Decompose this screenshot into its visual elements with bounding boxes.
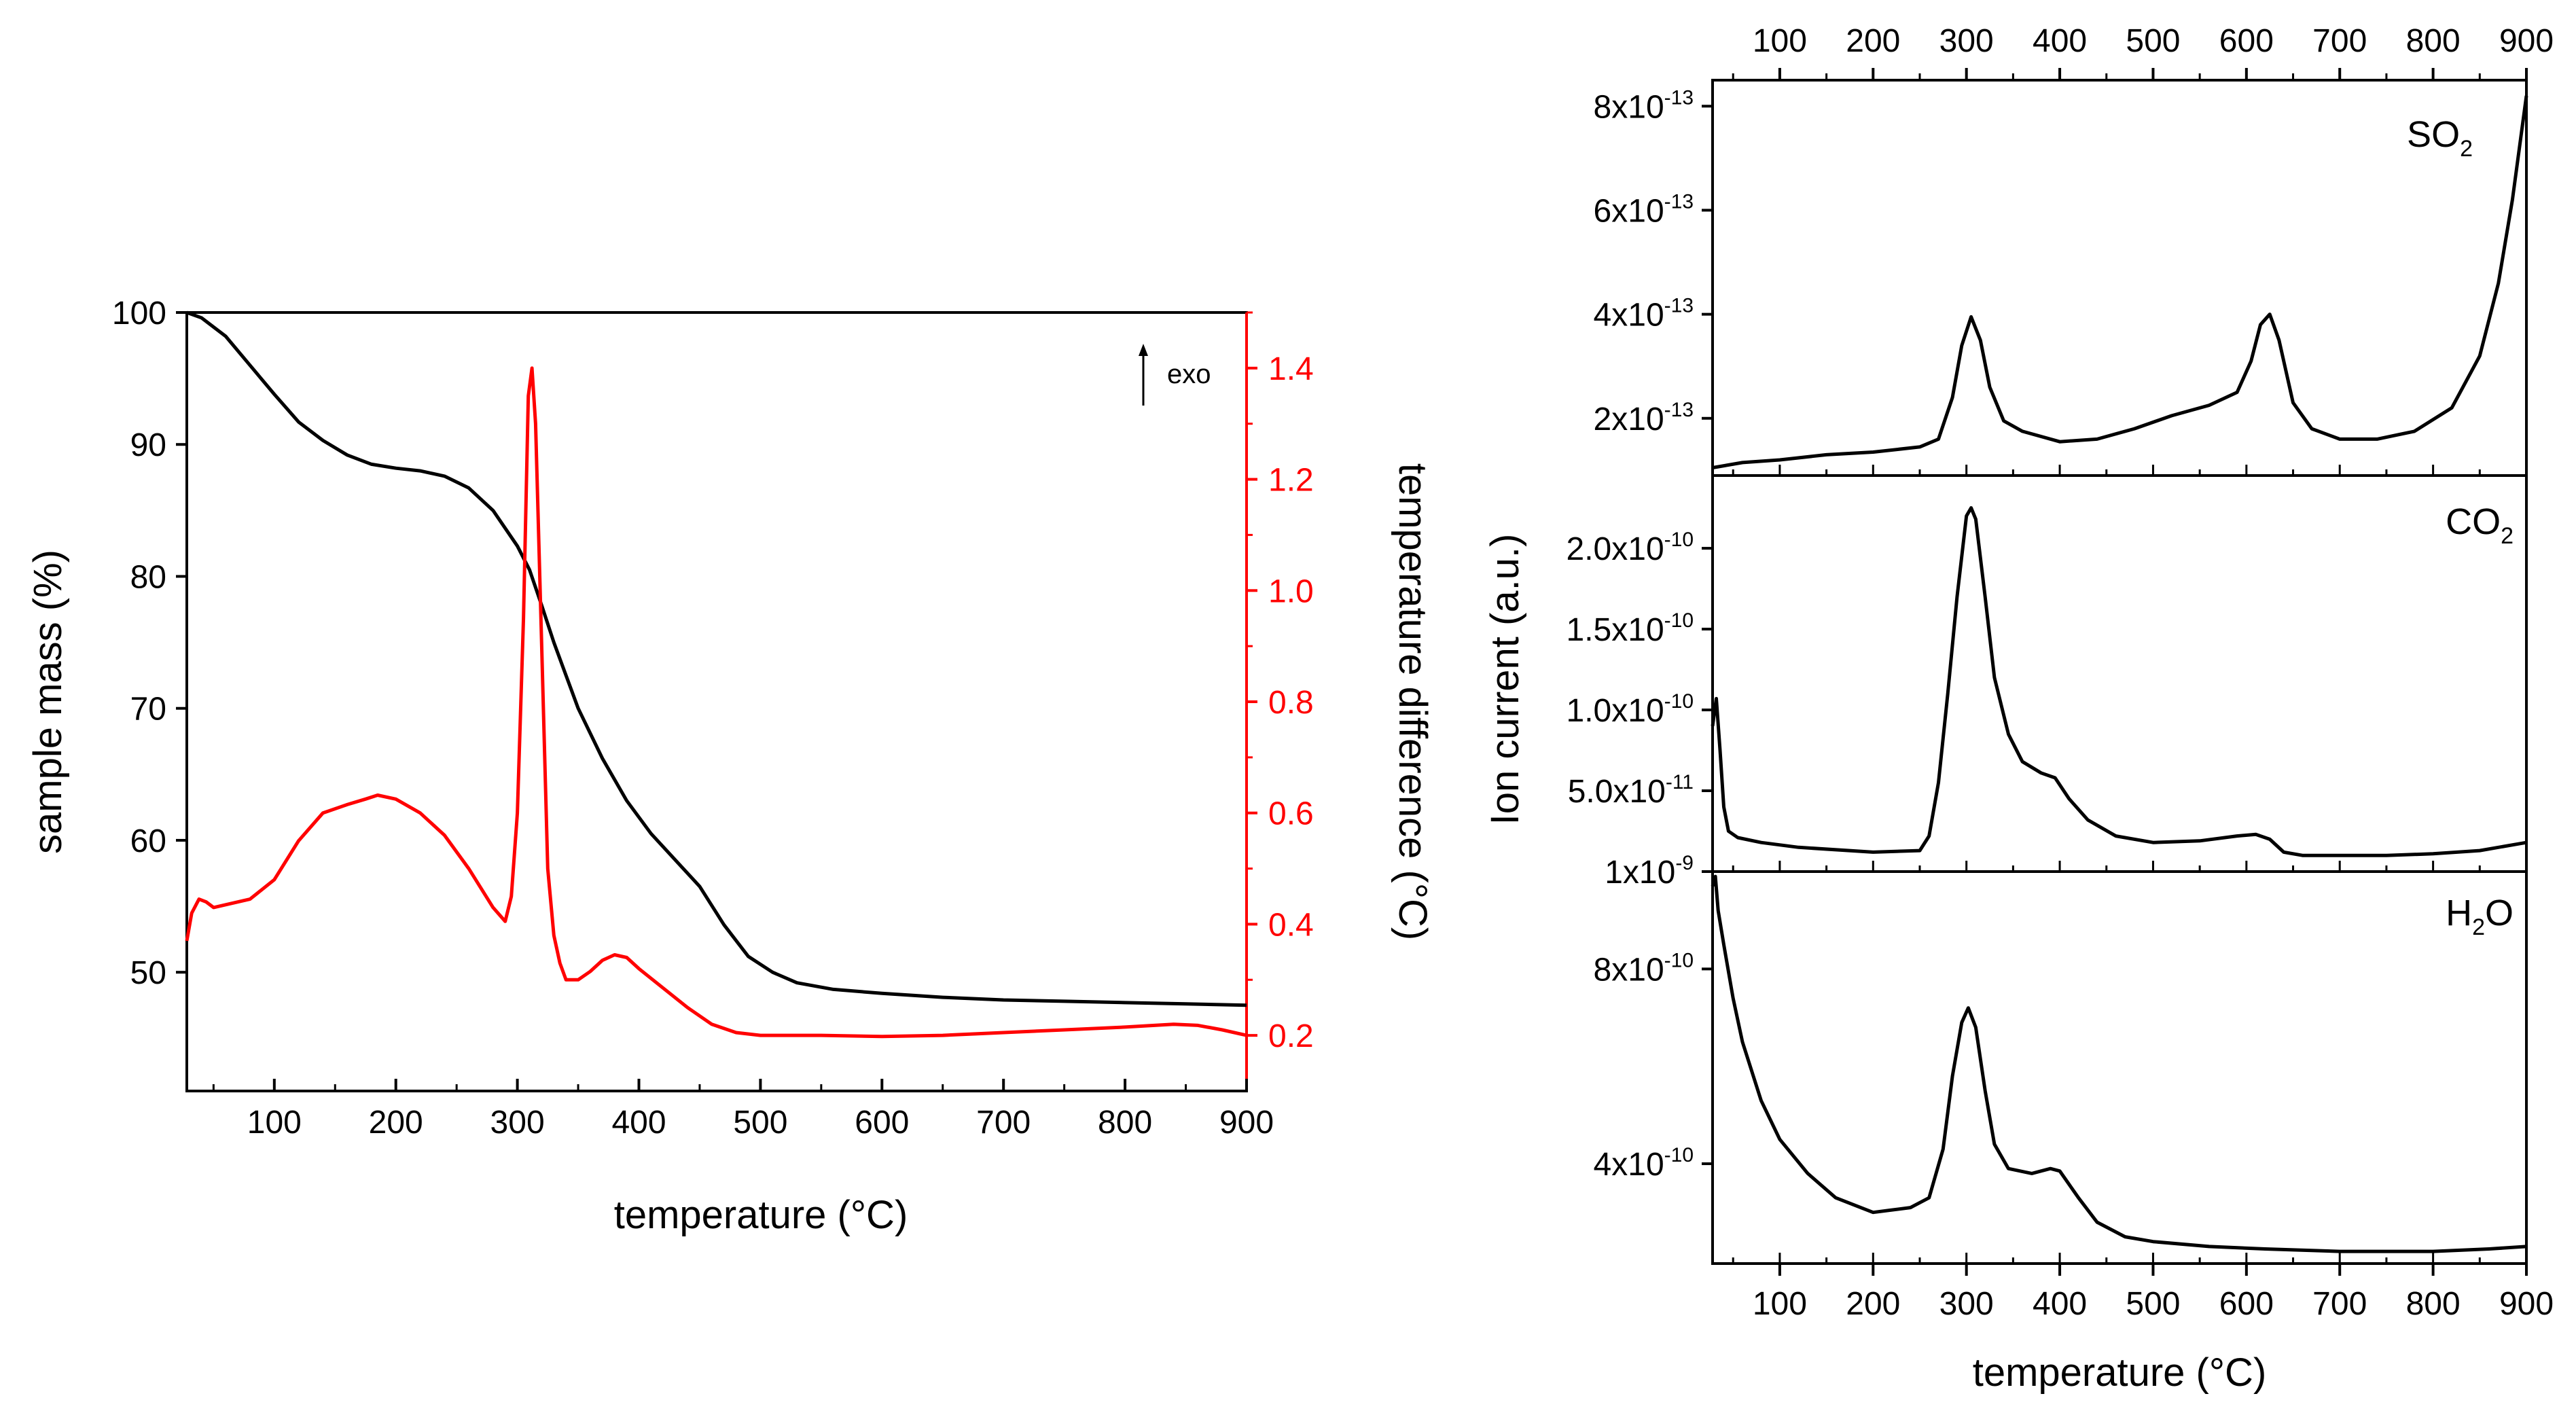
- tga-x-tick-label: 100: [247, 1105, 302, 1141]
- tga-x-tick-label: 500: [733, 1105, 787, 1141]
- tga-left-axis-title: sample mass (%): [26, 550, 70, 854]
- tga-dta-panel: 100 200 300 400 500 600 700 800 900 50 60 70 80 90 100…: [26, 296, 1435, 1237]
- tga-y-tick-label: 80: [130, 559, 166, 595]
- ms-y-axis-title: Ion current (a.u.): [1483, 534, 1527, 825]
- ms-bottom-x-tick-label: 300: [1939, 1286, 1994, 1322]
- ms-y-tick-label: 2x10-13: [1594, 399, 1694, 437]
- tga-y-tick-label: 100: [112, 296, 166, 332]
- ms-bottom-x-tick-label: 400: [2033, 1286, 2087, 1322]
- ms-y-tick-label: 4x10-13: [1594, 295, 1694, 334]
- tga-x-tick-label: 800: [1098, 1105, 1152, 1141]
- tga-x-tick-label: 700: [976, 1105, 1031, 1141]
- ms-bottom-x-tick-label: 100: [1753, 1286, 1807, 1322]
- ms-y-tick-label: 5.0x10-11: [1568, 771, 1694, 810]
- ms-y-tick-label: 6x10-13: [1594, 190, 1694, 229]
- exo-label: exo: [1167, 359, 1211, 389]
- ms-bottom-x-tick-label: 500: [2126, 1286, 2180, 1322]
- tga-ticks: 100 200 300 400 500 600 700 800 900 50 60 70 80 90 100…: [112, 296, 1314, 1141]
- ms-plot-frame: [1711, 79, 2528, 1265]
- ms-top-x-tick-label: 200: [1846, 23, 1900, 59]
- series-line-temperature-difference: [185, 366, 1247, 1039]
- dta-right-axis-title: temperature difference (°C): [1391, 463, 1435, 940]
- ms-y-tick-label: 1.0x10-10: [1567, 690, 1694, 729]
- ms-top-x-tick-label: 800: [2406, 23, 2461, 59]
- tga-x-axis-title: temperature (°C): [614, 1193, 908, 1237]
- ms-top-x-tick-label: 500: [2126, 23, 2180, 59]
- tga-x-tick-label: 200: [369, 1105, 423, 1141]
- exo-annotation: exo: [1139, 344, 1211, 406]
- tga-y-tick-label: 60: [130, 823, 166, 859]
- dta-y-tick-label: 0.2: [1268, 1018, 1314, 1054]
- dta-y-tick-label: 1.2: [1268, 463, 1314, 499]
- ms-y-tick-label: 8x10-10: [1594, 949, 1694, 988]
- tga-y-tick-label: 50: [130, 955, 166, 991]
- co2-label: CO2: [2446, 501, 2514, 549]
- so2-label: SO2: [2407, 114, 2473, 162]
- ms-panel: 2x10-13 4x10-13 6x10-13 8x10-13 5.0x10-11 1.0…: [1483, 23, 2554, 1395]
- series-line-co2: [1711, 506, 2527, 857]
- ms-bottom-x-tick-label: 700: [2312, 1286, 2367, 1322]
- ms-y-tick-label: 4x10-10: [1594, 1144, 1694, 1183]
- ms-top-x-tick-label: 700: [2312, 23, 2367, 59]
- ms-bottom-x-tick-label: 600: [2219, 1286, 2274, 1322]
- h2o-label: H2O: [2446, 893, 2514, 940]
- tga-x-tick-label: 400: [611, 1105, 666, 1141]
- exo-arrowhead-icon: [1139, 344, 1148, 356]
- tga-x-tick-label: 900: [1219, 1105, 1274, 1141]
- series-line-sample-mass: [186, 310, 1247, 1007]
- ms-y-tick-label: 2.0x10-10: [1567, 529, 1694, 567]
- tga-x-tick-label: 600: [855, 1105, 909, 1141]
- ms-y-tick-label: 1.5x10-10: [1567, 609, 1694, 648]
- dta-y-tick-label: 0.8: [1268, 685, 1314, 721]
- ms-bottom-x-tick-label: 800: [2406, 1286, 2461, 1322]
- ms-x-axis-title: temperature (°C): [1973, 1351, 2267, 1395]
- dta-y-tick-label: 0.6: [1268, 796, 1314, 832]
- ms-top-x-tick-label: 900: [2499, 23, 2554, 59]
- ms-top-x-tick-label: 400: [2033, 23, 2087, 59]
- tga-y-tick-label: 70: [130, 692, 166, 728]
- ms-top-x-tick-label: 300: [1939, 23, 1994, 59]
- ms-top-x-tick-label: 100: [1753, 23, 1807, 59]
- ms-bottom-x-tick-label: 900: [2499, 1286, 2554, 1322]
- ms-top-x-tick-label: 600: [2219, 23, 2274, 59]
- dta-y-tick-label: 1.4: [1268, 351, 1314, 387]
- ms-ticks: 2x10-13 4x10-13 6x10-13 8x10-13 5.0x10-11 1.0…: [1567, 23, 2554, 1322]
- dta-y-tick-label: 1.0: [1268, 573, 1314, 609]
- ms-y-tick-label: 1x10-9: [1605, 852, 1694, 891]
- tga-x-tick-label: 300: [490, 1105, 545, 1141]
- series-line-h2o: [1711, 874, 2527, 1253]
- dta-y-tick-label: 0.4: [1268, 907, 1314, 943]
- ms-bottom-x-tick-label: 200: [1846, 1286, 1900, 1322]
- tga-y-tick-label: 90: [130, 427, 166, 463]
- ms-y-tick-label: 8x10-13: [1594, 86, 1694, 125]
- series-line-so2: [1712, 95, 2528, 469]
